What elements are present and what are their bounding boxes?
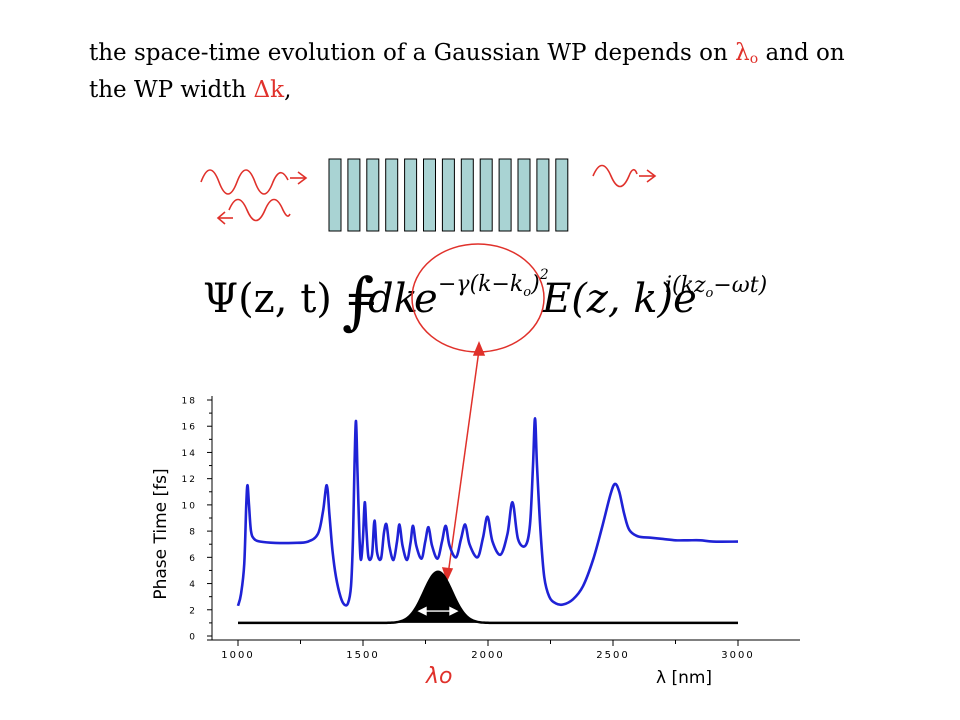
gaussian-wave-packet: [374, 571, 502, 623]
y-tick-label: 8: [189, 528, 197, 538]
formula-phase-exponent: i(kzo−ωt): [665, 273, 767, 301]
slab-layer: [555, 158, 569, 232]
reflected-wave: [216, 198, 291, 225]
x-axis-label: λ [nm]: [656, 668, 712, 688]
slab-layer: [517, 158, 531, 232]
delta-k-symbol: Δk: [253, 77, 285, 103]
slab-layer: [328, 158, 342, 232]
heading-line1-tail: and on: [758, 40, 845, 66]
x-tick-label: 2000: [471, 650, 504, 661]
slab-layer: [347, 158, 361, 232]
formula-psi: Ψ(z, t) =: [203, 276, 378, 322]
transmitted-wave: [592, 164, 657, 188]
gaussian-baseline: [238, 570, 738, 625]
x-tick-label: 1000: [221, 650, 254, 661]
slab-layer: [404, 158, 418, 232]
y-tick-label: 16: [182, 423, 197, 433]
slab-layer: [441, 158, 455, 232]
slab-layer: [385, 158, 399, 232]
slab-layer: [498, 158, 512, 232]
y-tick-label: 4: [189, 580, 197, 590]
x-axis-ticks: 1000 1500 2000 2500 3000: [221, 640, 754, 661]
heading-line1-text: the space-time evolution of a Gaussian W…: [89, 40, 736, 66]
width-arrow-head: [449, 606, 459, 616]
phase-time-series-line: [236, 417, 739, 607]
y-axis-label: Phase Time [fs]: [151, 468, 171, 599]
y-tick-label: 10: [182, 501, 197, 511]
slab-layer: [366, 158, 380, 232]
formula-gaussian-e: e: [414, 276, 438, 322]
y-tick-label: 14: [182, 449, 197, 459]
chart-frame: [207, 396, 800, 641]
y-tick-label: 12: [182, 475, 197, 485]
x-tick-label: 3000: [721, 650, 754, 661]
heading-line2-text: the WP width: [89, 77, 254, 103]
slab-layer: [536, 158, 550, 232]
y-tick-label: 0: [189, 633, 197, 643]
lambda-symbol: λo: [735, 40, 759, 67]
formula-integral: ∫: [342, 264, 374, 337]
slab-layer: [460, 158, 474, 232]
x-tick-label: 2500: [596, 650, 629, 661]
heading-line2-tail: ,: [284, 77, 292, 103]
x-tick-label: 1500: [346, 650, 379, 661]
formula-dk: dk: [368, 276, 418, 322]
heading: the space-time evolution of a Gaussian W…: [89, 38, 889, 106]
multilayer-slab-stack: [328, 158, 569, 232]
wp-width-arrow: [417, 606, 459, 616]
incoming-wave: [200, 169, 308, 195]
y-axis-ticks: 0 2 4 6 8 10 12 14 16 18: [182, 397, 212, 643]
formula-gaussian-exponent: −γ(k−ko)2: [438, 267, 549, 300]
slab-layer: [423, 158, 436, 232]
y-tick-label: 2: [189, 606, 197, 616]
slab-layer: [479, 158, 493, 232]
connector-arrow: [441, 341, 486, 583]
formula-efield: E(z, k)e: [541, 276, 697, 322]
width-arrow-head: [417, 606, 427, 616]
y-tick-label: 6: [189, 554, 197, 564]
lambda-o-marker-label: λo: [425, 664, 452, 689]
y-tick-label: 18: [182, 397, 197, 407]
